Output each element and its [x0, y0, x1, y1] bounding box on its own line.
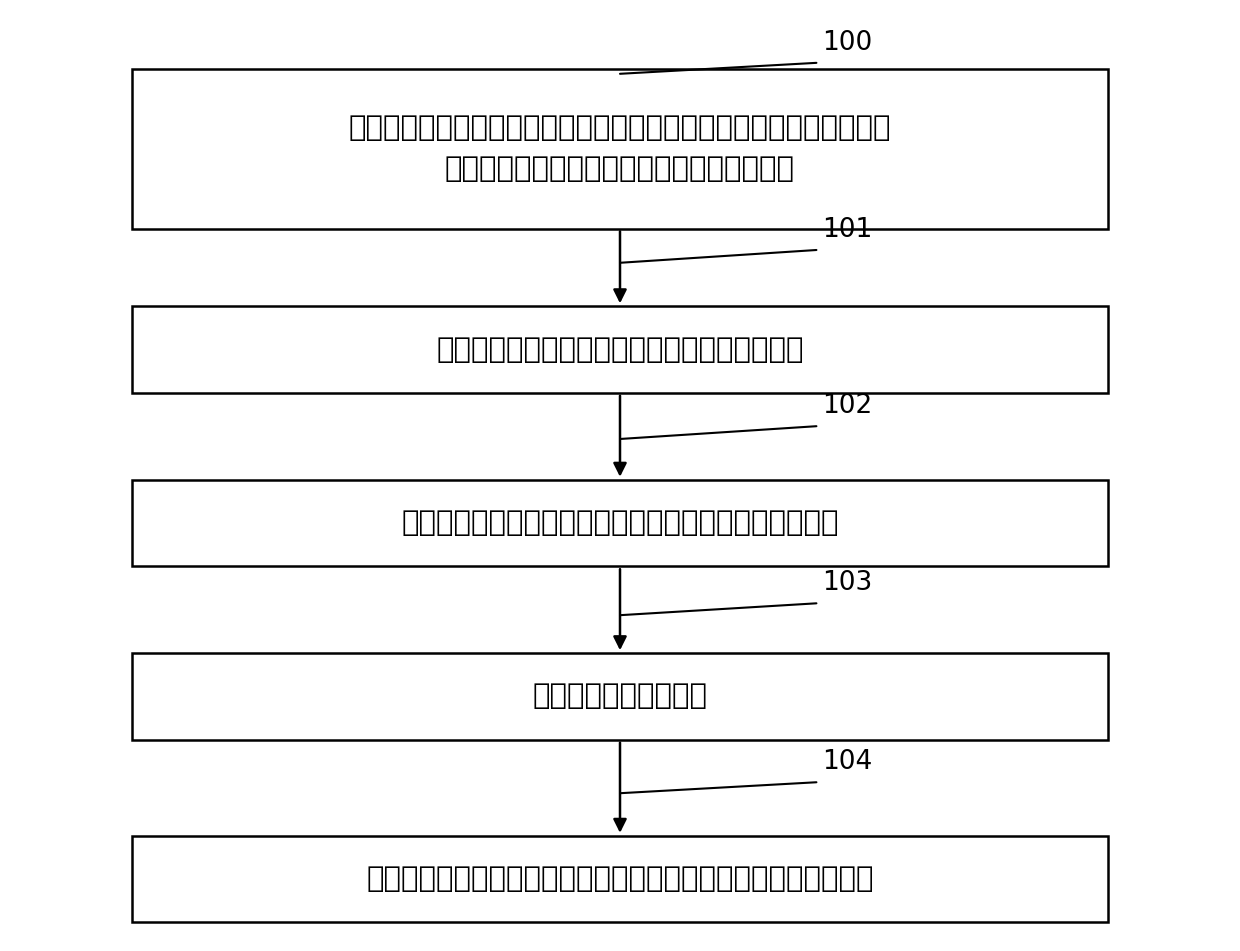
Text: 102: 102	[822, 393, 873, 418]
Text: 101: 101	[822, 217, 873, 243]
Text: 103: 103	[822, 570, 873, 596]
Text: 100: 100	[822, 29, 873, 55]
FancyBboxPatch shape	[131, 479, 1109, 567]
Text: 获取一段时间内节点之间的连接随时间变化的情况，构建时变网络，使
用邻接矩阵的集合表示各个时刻的网络结构。: 获取一段时间内节点之间的连接随时间变化的情况，构建时变网络，使 用邻接矩阵的集合…	[348, 114, 892, 184]
FancyBboxPatch shape	[131, 653, 1109, 740]
Text: 104: 104	[822, 749, 873, 775]
Text: 优化网络的动态模块度: 优化网络的动态模块度	[532, 683, 708, 710]
FancyBboxPatch shape	[131, 306, 1109, 393]
Text: 初始化社团结构，结合波动率计算时变网络的动态模块度: 初始化社团结构，结合波动率计算时变网络的动态模块度	[402, 509, 838, 537]
FancyBboxPatch shape	[131, 836, 1109, 922]
Text: 动态模块度最大值对应的社团划分即为时变网络中的时效稳定社团: 动态模块度最大值对应的社团划分即为时变网络中的时效稳定社团	[366, 865, 874, 893]
Text: 使用波动率定量刻画网络中连边的动态变化程度: 使用波动率定量刻画网络中连边的动态变化程度	[436, 336, 804, 363]
FancyBboxPatch shape	[131, 68, 1109, 228]
